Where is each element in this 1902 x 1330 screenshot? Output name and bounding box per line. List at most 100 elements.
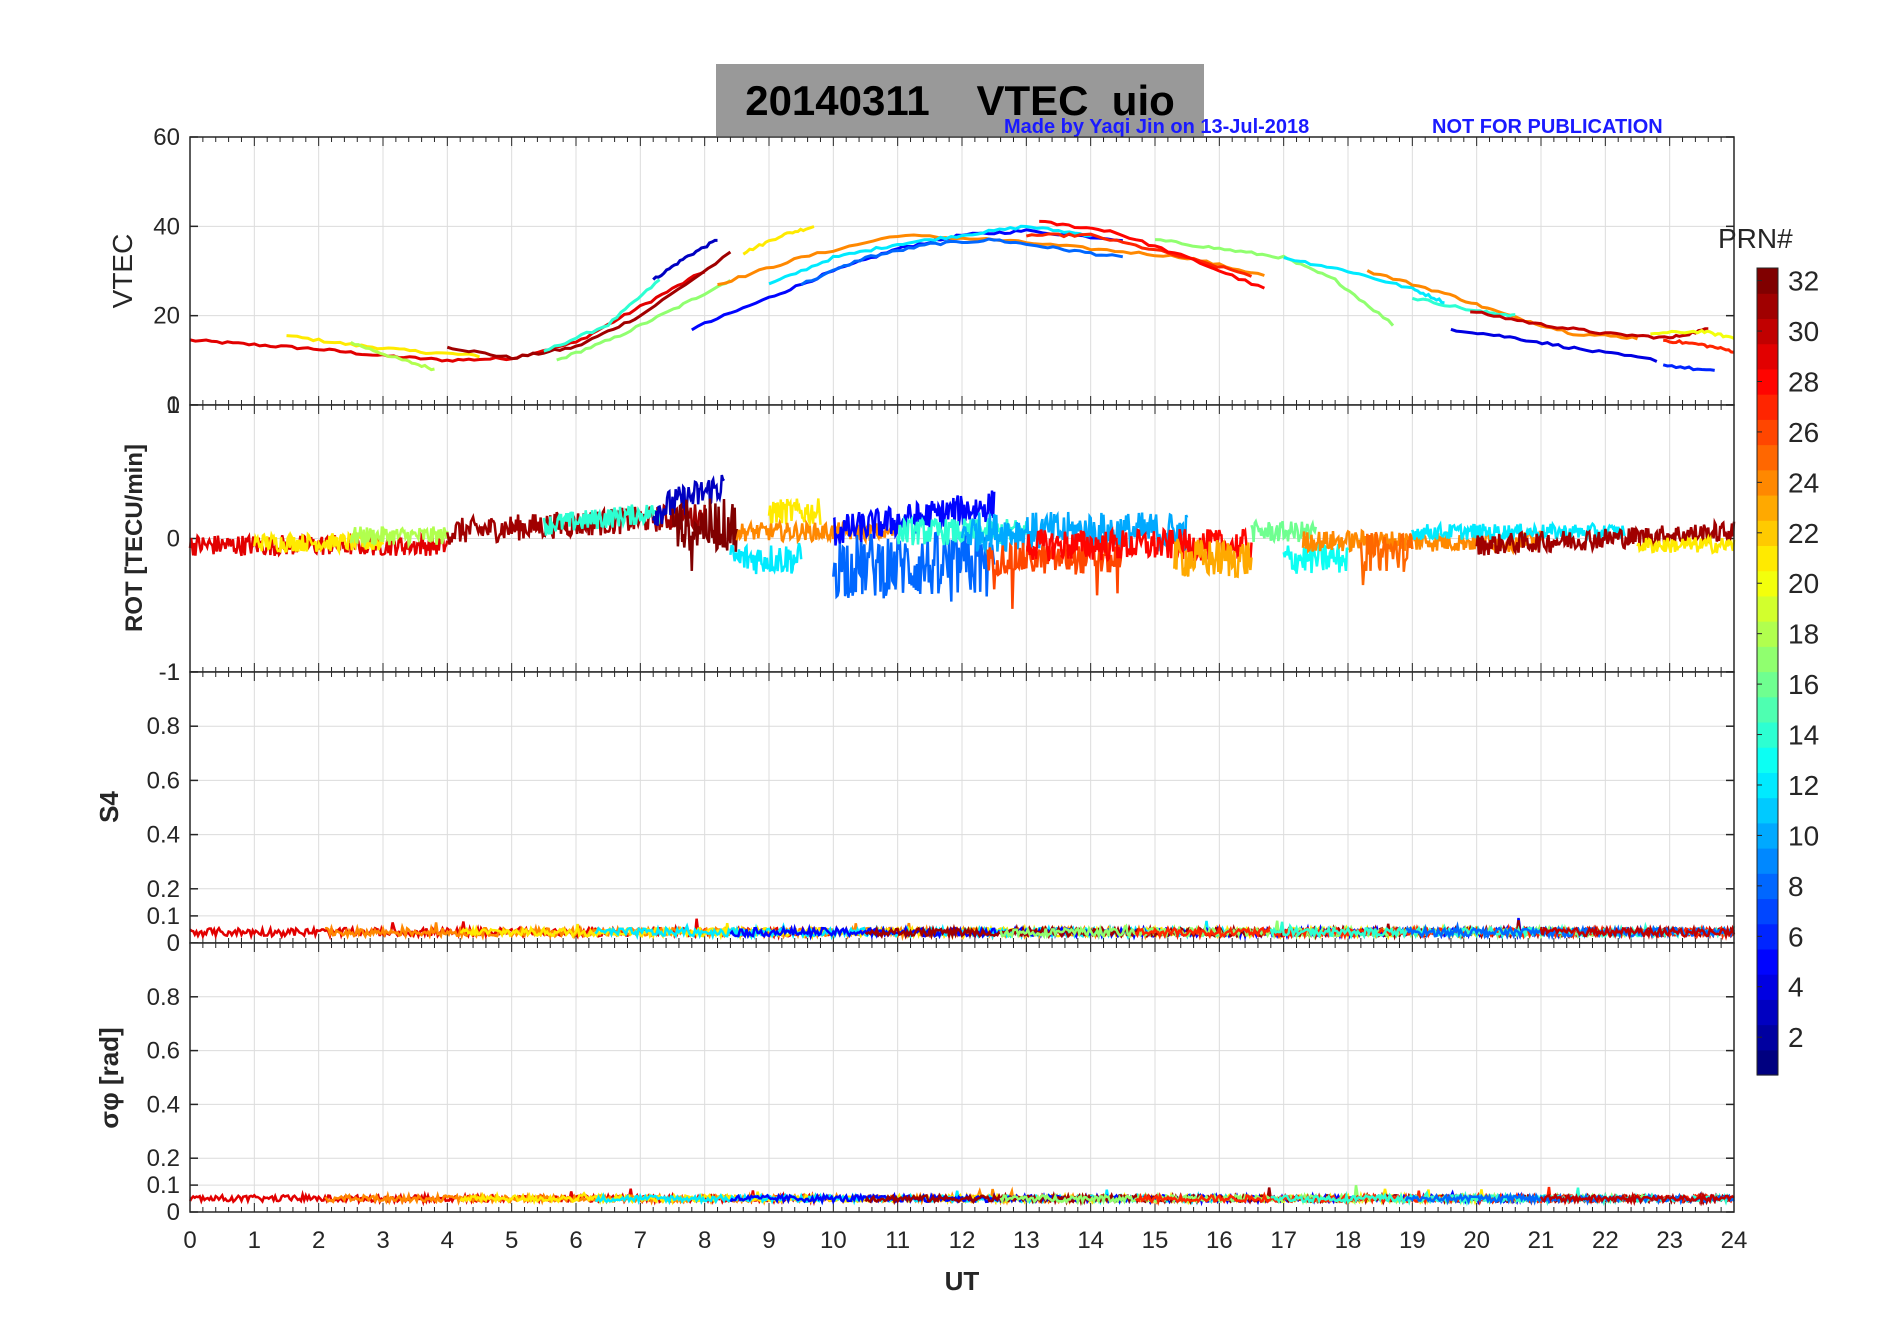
rot-trace xyxy=(960,510,1189,556)
colorbar-tick-label: 18 xyxy=(1788,619,1819,650)
colorbar-swatch xyxy=(1757,848,1778,874)
series-line xyxy=(768,224,1091,286)
x-tick-label: 22 xyxy=(1592,1227,1619,1254)
colorbar-swatch xyxy=(1757,545,1778,572)
colorbar-tick-label: 20 xyxy=(1788,568,1819,599)
x-tick-label: 15 xyxy=(1142,1227,1169,1254)
y-tick-label: 0.2 xyxy=(147,1145,180,1172)
rot-trace xyxy=(735,518,899,546)
series-line xyxy=(286,334,480,359)
y-tick-label: 0.1 xyxy=(147,903,180,930)
rot-trace xyxy=(767,497,822,528)
x-tick-label: 4 xyxy=(441,1227,454,1254)
colorbar-swatch xyxy=(1757,293,1778,320)
colorbar-tick-label: 4 xyxy=(1788,972,1804,1003)
series-line xyxy=(1025,232,1253,278)
colorbar-swatch xyxy=(1757,898,1778,925)
panel-3: 00.10.2 0.4 0.6 0.8 1 xyxy=(147,659,1736,957)
y-tick-label: 0.6 xyxy=(147,767,180,794)
rot-trace xyxy=(1359,531,1414,586)
colorbar-tick-label: 2 xyxy=(1788,1022,1804,1053)
x-tick-label: 23 xyxy=(1656,1227,1683,1254)
colorbar-swatch xyxy=(1757,444,1778,471)
y-tick-label: -1 xyxy=(159,659,180,686)
rot-trace xyxy=(1636,533,1736,555)
y-tick-label: 20 xyxy=(153,303,180,330)
index-trace xyxy=(1539,924,1736,941)
series-line xyxy=(1663,338,1735,354)
y-tick-label: 0.8 xyxy=(147,984,180,1011)
x-tick-label: 3 xyxy=(376,1227,389,1254)
colorbar-swatch xyxy=(1757,974,1778,1000)
series-line xyxy=(446,250,732,361)
y-tick-label: 0 xyxy=(167,1199,180,1226)
colorbar-swatch xyxy=(1757,797,1778,824)
colorbar-tick-label: 6 xyxy=(1788,921,1804,952)
panel-data xyxy=(189,219,1735,372)
colorbar-swatch xyxy=(1757,469,1778,496)
x-tick-label: 21 xyxy=(1528,1227,1555,1254)
colorbar-swatch xyxy=(1757,419,1778,446)
colorbar-swatch xyxy=(1757,822,1778,849)
y-tick-label: 0.2 xyxy=(147,876,180,903)
series-line xyxy=(1450,327,1658,363)
x-tick-label: 20 xyxy=(1463,1227,1490,1254)
series-line xyxy=(1650,328,1735,340)
not-for-publication-note: NOT FOR PUBLICATION xyxy=(1432,116,1663,138)
series-line xyxy=(1662,363,1715,372)
colorbar-swatch xyxy=(1757,494,1778,521)
x-tick-label: 12 xyxy=(949,1227,976,1254)
panel-2: -101 xyxy=(159,392,1736,686)
series-line xyxy=(1283,256,1445,305)
rot-trace xyxy=(651,474,726,526)
colorbar-tick-label: 16 xyxy=(1788,669,1819,700)
colorbar-swatch xyxy=(1757,721,1778,748)
colorbar-frame xyxy=(1756,267,1779,1076)
colorbar-swatch xyxy=(1757,394,1778,420)
colorbar-swatch xyxy=(1757,621,1778,647)
rot-trace xyxy=(1025,526,1253,562)
x-tick-label: 7 xyxy=(634,1227,647,1254)
colorbar-swatch xyxy=(1757,1049,1778,1076)
series-line xyxy=(1039,219,1266,290)
y-axis-label-rot: ROT [TECU/min] xyxy=(121,444,148,632)
index-trace xyxy=(1539,1191,1734,1207)
x-tick-label: 17 xyxy=(1270,1227,1297,1254)
colorbar-swatch xyxy=(1757,595,1778,622)
series-line xyxy=(742,225,815,256)
y-tick-label: 40 xyxy=(153,213,180,240)
rot-trace xyxy=(542,504,661,536)
colorbar-swatch xyxy=(1757,268,1778,294)
panel-data xyxy=(189,917,1736,942)
series-line xyxy=(691,228,1123,332)
x-tick-label: 16 xyxy=(1206,1227,1233,1254)
rot-trace xyxy=(671,498,739,571)
x-tick-label: 13 xyxy=(1013,1227,1040,1254)
colorbar-tick-label: 26 xyxy=(1788,417,1819,448)
colorbar-swatch xyxy=(1757,343,1778,370)
colorbar-tick-label: 30 xyxy=(1788,316,1819,347)
x-tick-label: 9 xyxy=(762,1227,775,1254)
series-line xyxy=(652,238,718,281)
colorbar-swatch xyxy=(1757,772,1778,799)
colorbar-tick-label: 24 xyxy=(1788,467,1819,498)
colorbar-swatch xyxy=(1757,570,1778,597)
x-tick-label: 5 xyxy=(505,1227,518,1254)
made-by-note: Made by Yaqi Jin on 13-Jul-2018 xyxy=(1004,116,1310,138)
x-tick-label: 8 xyxy=(698,1227,711,1254)
colorbar-swatch xyxy=(1757,873,1778,900)
x-tick-label: 1 xyxy=(248,1227,261,1254)
y-tick-label: 0 xyxy=(167,392,180,419)
colorbar-swatch xyxy=(1757,923,1778,950)
series-line xyxy=(556,279,732,362)
y-axis-label-s4: S4 xyxy=(94,791,124,823)
y-tick-label: 0 xyxy=(167,526,180,553)
x-tick-label: 18 xyxy=(1335,1227,1362,1254)
x-tick-label: 24 xyxy=(1721,1227,1748,1254)
x-tick-label: 11 xyxy=(885,1227,910,1254)
figure-title: 20140311 VTEC uio xyxy=(745,77,1175,124)
panel-data xyxy=(188,1185,1735,1207)
panel-data xyxy=(188,474,1736,609)
y-tick-label: 60 xyxy=(153,124,180,151)
